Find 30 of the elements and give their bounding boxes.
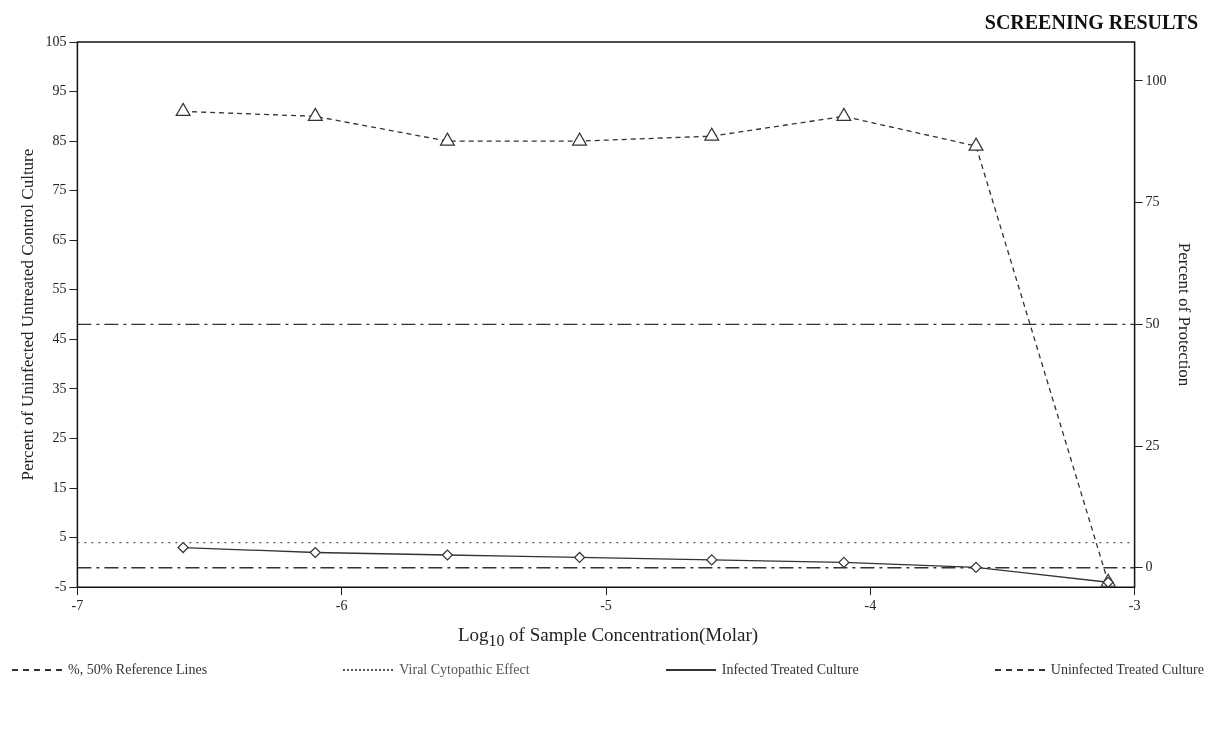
y-tick-label: 75 <box>52 182 67 198</box>
legend-label: Infected Treated Culture <box>721 661 859 678</box>
y-tick-label: 85 <box>52 132 67 148</box>
y-tick-label: 45 <box>52 331 67 347</box>
chart-title: SCREENING RESULTS <box>984 11 1198 34</box>
y-tick-label: 35 <box>52 380 67 396</box>
y-tick-label: 95 <box>52 83 67 99</box>
x-tick-label: -7 <box>71 598 84 614</box>
legend-label: Viral Cytopathic Effect <box>399 661 530 678</box>
y-tick-label: 65 <box>52 231 67 247</box>
y2-tick-label: 50 <box>1145 316 1160 332</box>
x-tick-label: -4 <box>864 598 877 614</box>
y-tick-label: 15 <box>52 479 67 495</box>
y2-tick-label: 100 <box>1145 72 1167 88</box>
y-tick-label: 5 <box>59 529 67 545</box>
y-tick-label: -5 <box>54 578 67 594</box>
y-axis-title: Percent of Uninfected Untreated Control Culture <box>17 148 37 481</box>
y-tick-label: 105 <box>45 33 67 49</box>
y2-tick-label: 0 <box>1145 559 1153 575</box>
x-tick-label: -3 <box>1128 598 1141 614</box>
x-tick-label: -6 <box>335 598 348 614</box>
y-tick-label: 25 <box>52 430 67 446</box>
y2-tick-label: 75 <box>1145 194 1160 210</box>
x-tick-label: -5 <box>600 598 612 614</box>
text: %, 50% Reference Lines <box>68 661 208 678</box>
y2-axis-title: Percent of Protection <box>1175 242 1195 387</box>
x-axis-title: Log$_{10}$ of Sample Concentration(Molar) <box>456 624 760 650</box>
y-tick-label: 55 <box>52 281 67 297</box>
legend-label: Uninfected Treated Culture <box>1050 661 1204 678</box>
y2-tick-label: 25 <box>1145 437 1160 453</box>
